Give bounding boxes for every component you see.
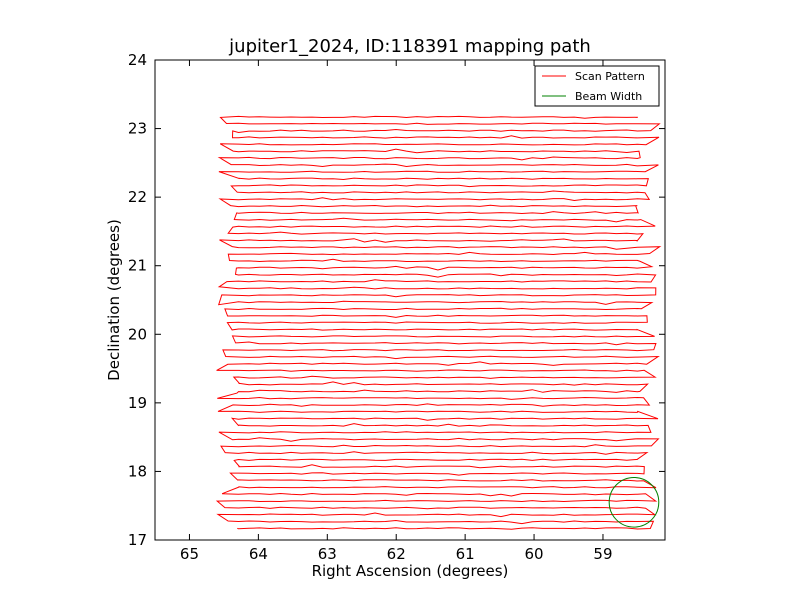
y-axis-label: Declination (degrees) [105, 219, 123, 381]
x-axis-ticks: 65 64 63 62 61 60 59 [180, 60, 613, 563]
x-tick-label: 61 [456, 545, 475, 563]
legend: Scan Pattern Beam Width [534, 65, 660, 107]
axes-frame [154, 59, 666, 541]
legend-box [534, 65, 660, 107]
beam-width-circle [608, 476, 660, 528]
y-tick-label: 23 [128, 120, 147, 138]
scan-pattern-line [215, 115, 662, 530]
x-tick-label: 62 [387, 545, 406, 563]
x-tick-label: 63 [318, 545, 337, 563]
chart-title: jupiter1_2024, ID:118391 mapping path [228, 36, 591, 57]
x-tick-label: 64 [249, 545, 268, 563]
x-tick-label: 65 [180, 545, 199, 563]
y-tick-label: 20 [128, 325, 147, 343]
y-tick-label: 24 [128, 51, 147, 69]
y-tick-label: 21 [128, 257, 147, 275]
y-tick-label: 22 [128, 188, 147, 206]
plot-area [215, 115, 662, 530]
y-axis-ticks: 17 18 19 20 21 22 23 24 [128, 51, 665, 549]
y-tick-label: 17 [128, 531, 147, 549]
x-tick-label: 59 [593, 545, 612, 563]
legend-label-scan-pattern: Scan Pattern [575, 70, 645, 83]
y-tick-label: 18 [128, 462, 147, 480]
x-tick-label: 60 [525, 545, 544, 563]
y-tick-label: 19 [128, 394, 147, 412]
x-axis-label: Right Ascension (degrees) [312, 562, 509, 580]
legend-label-beam-width: Beam Width [575, 90, 642, 103]
